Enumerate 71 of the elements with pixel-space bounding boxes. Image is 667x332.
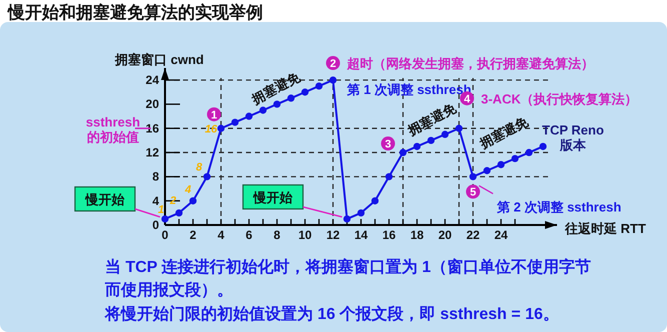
x-tick-label: 12 xyxy=(326,228,340,242)
y-axis-title: 拥塞窗口 cwnd xyxy=(114,52,204,67)
annotation: ssthresh 的初始值 xyxy=(86,114,140,144)
annotation: 拥塞避免 xyxy=(476,113,532,152)
x-tick-label: 16 xyxy=(382,228,396,242)
point xyxy=(497,161,505,168)
point xyxy=(161,215,169,223)
point xyxy=(189,197,197,204)
annotation: 5 xyxy=(470,186,476,199)
x-tick-label: 10 xyxy=(298,228,312,242)
point xyxy=(273,100,281,108)
annotation: TCP Reno 版本 xyxy=(542,122,604,152)
point xyxy=(413,142,421,150)
annotation: 3-ACK（执行快恢复算法） xyxy=(481,91,638,106)
annotation: 第 2 次调整 ssthresh xyxy=(496,200,622,215)
point xyxy=(245,112,253,120)
annotation: 慢开始 xyxy=(84,192,126,207)
point xyxy=(259,106,267,114)
point xyxy=(371,197,379,204)
point xyxy=(455,124,463,132)
x-tick-label: 22 xyxy=(466,228,480,242)
point xyxy=(441,130,449,138)
x-tick-label: 6 xyxy=(246,228,253,242)
point xyxy=(525,148,533,156)
y-tick-label: 4 xyxy=(152,194,160,208)
x-tick-label: 18 xyxy=(410,228,424,242)
point xyxy=(357,209,365,217)
point xyxy=(343,215,351,223)
x-tick-label: 14 xyxy=(354,228,368,242)
point xyxy=(399,148,407,156)
point xyxy=(301,88,309,96)
x-axis-title: 往返时延 RTT xyxy=(564,221,646,236)
x-tick-label: 2 xyxy=(190,228,197,242)
annotation: 拥塞避免 xyxy=(248,68,304,108)
annotation: 4 xyxy=(184,184,192,196)
annotation: 1 xyxy=(158,204,164,216)
point xyxy=(385,173,393,180)
annotation: 2 xyxy=(330,58,336,70)
point xyxy=(231,118,239,126)
y-tick-label: 24 xyxy=(146,73,160,88)
annotation: 慢开始 xyxy=(252,190,294,205)
x-tick-label: 24 xyxy=(494,228,508,242)
chart-title: 慢开始和拥塞避免算法的实现举例 xyxy=(7,3,263,22)
point xyxy=(203,173,211,180)
point xyxy=(175,209,183,217)
annotation: 16 xyxy=(204,123,218,136)
x-tick-label: 20 xyxy=(438,228,452,242)
x-tick-label: 8 xyxy=(274,228,281,242)
annotation: 超时（网络发生拥塞，执行拥塞避免算法） xyxy=(346,56,594,72)
point xyxy=(511,154,519,162)
y-tick-label: 20 xyxy=(146,97,160,112)
x-tick-label: 4 xyxy=(218,228,225,242)
point xyxy=(315,82,323,90)
x-tick-label: 0 xyxy=(162,228,169,242)
annotation: 3 xyxy=(384,138,392,151)
text: 当 TCP 连接进行初始化时，将拥塞窗口置为 1（窗口单位不使用字节而使用报文段）。 xyxy=(104,257,591,299)
annotation: 1 xyxy=(210,109,218,122)
point xyxy=(469,173,477,180)
point xyxy=(287,94,295,102)
y-tick-label: 0 xyxy=(152,218,160,232)
annotation: 拥塞避免 xyxy=(404,100,460,139)
text: 将慢开始门限的初始值设置为 16 个报文段，即 ssthresh = 16。 xyxy=(104,304,559,323)
annotation: 8 xyxy=(196,162,203,174)
point xyxy=(217,124,225,132)
y-tick-label: 12 xyxy=(146,146,160,160)
point xyxy=(427,136,435,144)
point xyxy=(539,142,547,150)
y-tick-label: 16 xyxy=(146,121,160,136)
y-tick-label: 8 xyxy=(152,170,160,184)
point xyxy=(329,76,337,84)
point xyxy=(483,167,491,174)
